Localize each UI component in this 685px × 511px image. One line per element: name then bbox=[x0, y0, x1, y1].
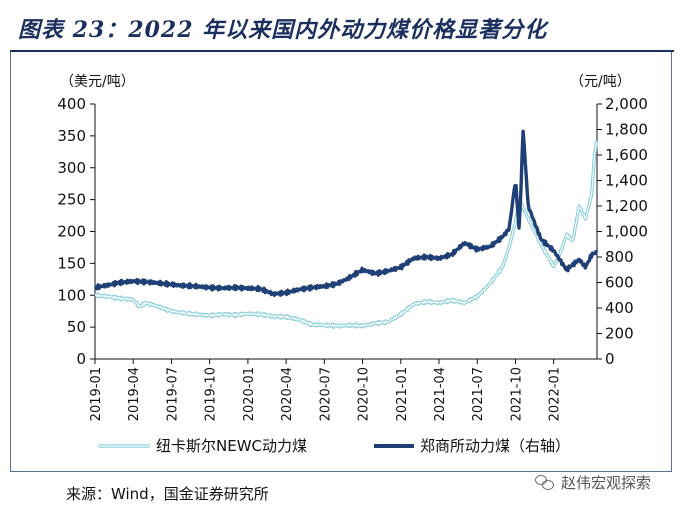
source-note: 来源：Wind，国金证券研究所 bbox=[66, 485, 269, 503]
left-tick-label: 50 bbox=[67, 318, 86, 336]
x-tick-label: 2021-07 bbox=[471, 367, 486, 421]
series-line-zce bbox=[94, 129, 599, 297]
left-tick-label: 200 bbox=[57, 223, 86, 241]
left-tick-label: 300 bbox=[57, 159, 86, 177]
figure-title: 图表 23：2022 年以来国内外动力煤价格显著分化 bbox=[18, 17, 548, 43]
x-tick-label: 2021-04 bbox=[433, 367, 448, 421]
x-tick-label: 2021-01 bbox=[395, 367, 410, 421]
x-tick-label: 2020-07 bbox=[318, 367, 333, 421]
title-rule bbox=[10, 50, 674, 52]
right-tick-label: 800 bbox=[605, 248, 634, 266]
x-tick-label: 2020-10 bbox=[357, 367, 372, 421]
legend-label-zce: 郑商所动力煤（右轴） bbox=[420, 437, 570, 455]
right-tick-label: 2,000 bbox=[605, 95, 648, 113]
chart-svg: （美元/吨） （元/吨） 0 50 100 150 200 250 300 350 400 0 200 4… bbox=[57, 74, 648, 455]
right-tick-label: 400 bbox=[605, 299, 634, 317]
watermark-text: 赵伟宏观探索 bbox=[561, 474, 652, 492]
wechat-icon bbox=[535, 474, 555, 491]
right-tick-label: 200 bbox=[605, 325, 634, 343]
figure-frame bbox=[10, 52, 672, 472]
right-tick-label: 1,200 bbox=[605, 197, 648, 215]
left-tick-label: 100 bbox=[57, 286, 86, 304]
x-tick-label: 2019-10 bbox=[204, 367, 219, 421]
left-axis-unit: （美元/吨） bbox=[60, 74, 135, 90]
x-tick-label: 2019-01 bbox=[89, 367, 104, 421]
right-tick-label: 1,800 bbox=[605, 121, 648, 139]
right-tick-label: 1,600 bbox=[605, 146, 648, 164]
right-tick-label: 1,400 bbox=[605, 172, 648, 190]
x-tick-label: 2021-10 bbox=[509, 367, 524, 421]
left-tick-label: 150 bbox=[57, 254, 86, 272]
right-axis-unit: （元/吨） bbox=[570, 74, 631, 90]
left-tick-label: 0 bbox=[76, 350, 86, 368]
watermark: 赵伟宏观探索 bbox=[535, 472, 651, 493]
x-tick-label: 2020-04 bbox=[280, 367, 295, 421]
left-tick-label: 250 bbox=[57, 191, 86, 209]
right-tick-label: 0 bbox=[605, 350, 615, 368]
x-tick-label: 2020-01 bbox=[242, 367, 257, 421]
x-tick-label: 2019-07 bbox=[165, 367, 180, 421]
legend-label-newc: 纽卡斯尔NEWC动力煤 bbox=[156, 437, 307, 455]
left-tick-label: 400 bbox=[57, 95, 86, 113]
series-line-newc-inner bbox=[94, 140, 598, 328]
x-tick-label: 2022-01 bbox=[548, 367, 563, 421]
right-tick-label: 1,000 bbox=[605, 223, 648, 241]
right-tick-label: 600 bbox=[605, 274, 634, 292]
x-tick-label: 2019-04 bbox=[127, 367, 142, 421]
left-tick-label: 350 bbox=[57, 127, 86, 145]
